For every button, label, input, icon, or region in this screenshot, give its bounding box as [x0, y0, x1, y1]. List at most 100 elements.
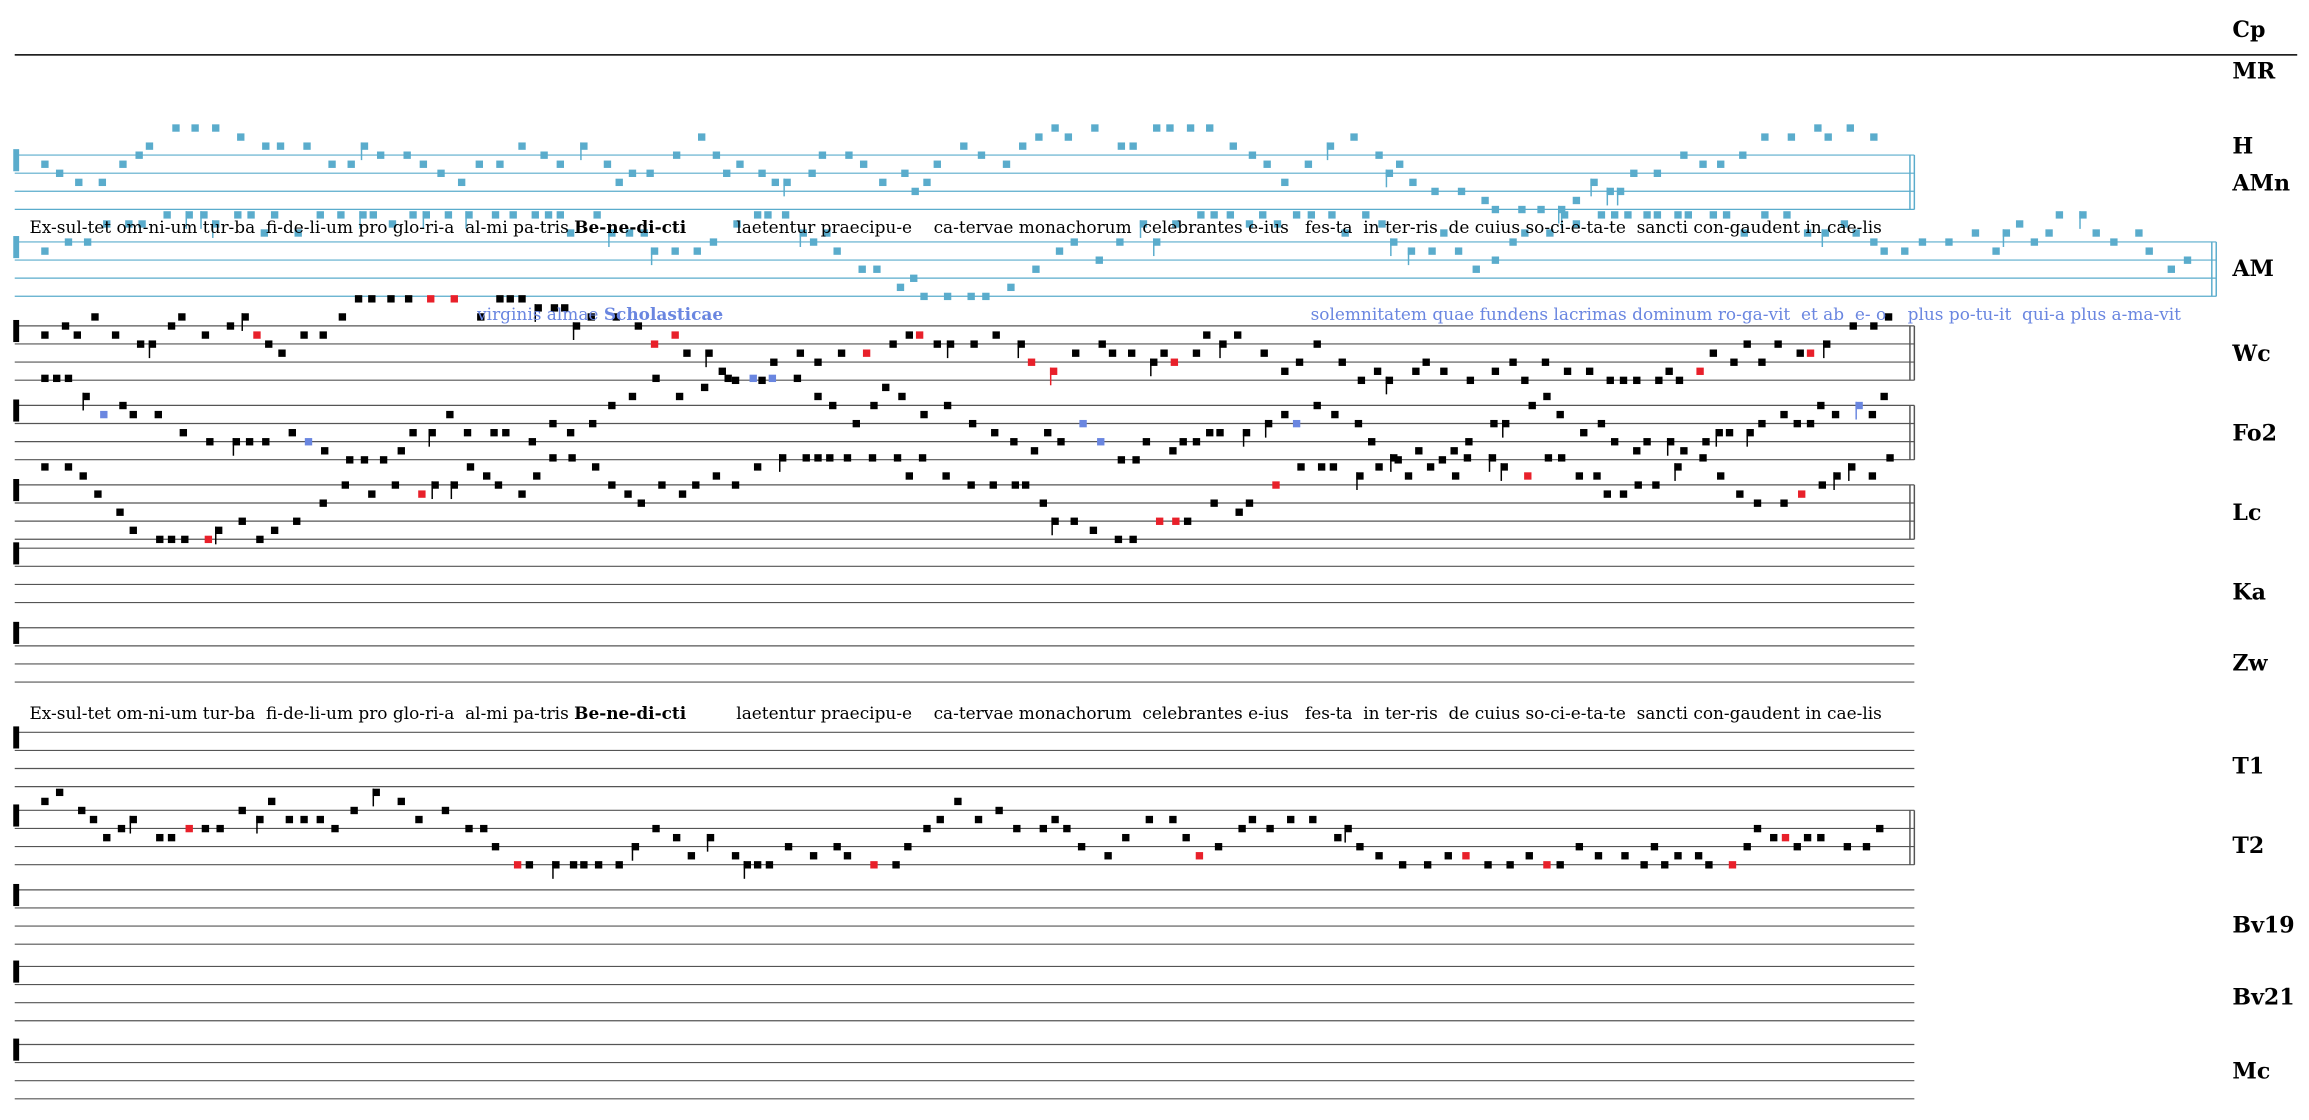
neume: [1831, 410, 1840, 419]
neume: [858, 265, 866, 273]
neume: [1621, 852, 1629, 860]
neume: [672, 833, 681, 842]
neume: [1229, 142, 1237, 150]
neume: [1509, 238, 1517, 246]
neume: [1145, 815, 1154, 824]
siglum: Zw: [2232, 650, 2268, 676]
neume: [1027, 358, 1036, 366]
neume: [1155, 517, 1164, 525]
neume: [156, 535, 164, 544]
neume: [1717, 160, 1725, 168]
neume: [1132, 456, 1140, 464]
neume: [1317, 463, 1326, 471]
neume: [1521, 229, 1529, 237]
neume: [859, 160, 868, 168]
neume: [1543, 392, 1551, 401]
neume: [561, 304, 569, 312]
neume: [117, 824, 126, 833]
neume: [1575, 472, 1584, 480]
neume: [1091, 124, 1099, 132]
neume: [89, 815, 98, 824]
neume: [1585, 367, 1594, 375]
neume: [608, 401, 616, 410]
neume: [278, 349, 286, 357]
neume: [753, 463, 762, 471]
neume: [1781, 833, 1790, 842]
neume: [270, 526, 279, 535]
neume: [1398, 861, 1407, 869]
neume: [1556, 861, 1564, 869]
neume: [1238, 824, 1246, 833]
lyric-bold: Be-ne-di-cti: [574, 703, 686, 723]
neume: [1674, 211, 1682, 219]
neume: [1390, 238, 1398, 246]
neume: [1634, 481, 1642, 489]
neume: [1440, 367, 1448, 375]
neume: [580, 861, 588, 869]
neume: [829, 401, 837, 410]
neume: [612, 313, 620, 321]
neume: [933, 160, 941, 168]
lyric-bold: Scholasticae: [604, 304, 723, 324]
neume: [1039, 499, 1048, 507]
neume: [73, 331, 81, 339]
neume: [1297, 463, 1305, 471]
neume: [1057, 438, 1065, 446]
siglum: Wc: [2231, 341, 2270, 367]
neume: [1422, 358, 1430, 366]
neume: [1428, 247, 1436, 255]
neume: [1803, 833, 1812, 842]
neume: [625, 229, 634, 237]
neume: [671, 247, 679, 255]
neume: [646, 169, 654, 177]
neume: [1272, 481, 1280, 489]
lyric: Ex-sul-tet om-ni-um tur-ba fi-de-li-um p…: [29, 703, 574, 723]
neume: [540, 151, 548, 159]
neume: [1183, 517, 1192, 525]
neume: [1709, 349, 1718, 357]
neume: [771, 178, 779, 187]
neume: [904, 843, 912, 851]
neume: [1971, 229, 1980, 237]
neume: [1375, 151, 1383, 159]
neume: [491, 843, 500, 851]
neume: [1606, 376, 1614, 385]
neume: [1373, 367, 1382, 375]
neume: [260, 229, 269, 237]
neume: [1849, 322, 1857, 330]
neume: [41, 331, 49, 339]
neume: [1774, 340, 1782, 348]
neume: [1192, 438, 1201, 446]
neume: [1444, 852, 1452, 860]
neume: [129, 526, 137, 535]
neume: [634, 322, 643, 330]
neume: [1833, 472, 1841, 480]
neume: [1491, 256, 1500, 264]
neume: [905, 472, 913, 480]
neume: [1122, 833, 1130, 842]
neume: [1793, 843, 1801, 851]
neume: [608, 481, 616, 489]
neume: [1117, 456, 1126, 464]
neume: [409, 429, 417, 437]
neume: [870, 861, 878, 869]
neume: [1725, 429, 1734, 437]
neume: [1049, 367, 1058, 375]
neume: [1780, 499, 1788, 507]
neume: [753, 211, 762, 219]
neume: [360, 456, 369, 464]
neume: [216, 824, 224, 833]
neume: [185, 824, 193, 833]
neume: [671, 331, 679, 339]
neume: [911, 187, 919, 196]
neume: [1412, 367, 1420, 375]
neume: [1329, 463, 1338, 471]
neume: [206, 438, 214, 446]
neume: [1203, 331, 1211, 339]
neume: [534, 304, 542, 312]
neume: [428, 429, 436, 437]
neume: [709, 238, 718, 246]
neume: [518, 295, 526, 303]
neume: [1259, 211, 1267, 219]
